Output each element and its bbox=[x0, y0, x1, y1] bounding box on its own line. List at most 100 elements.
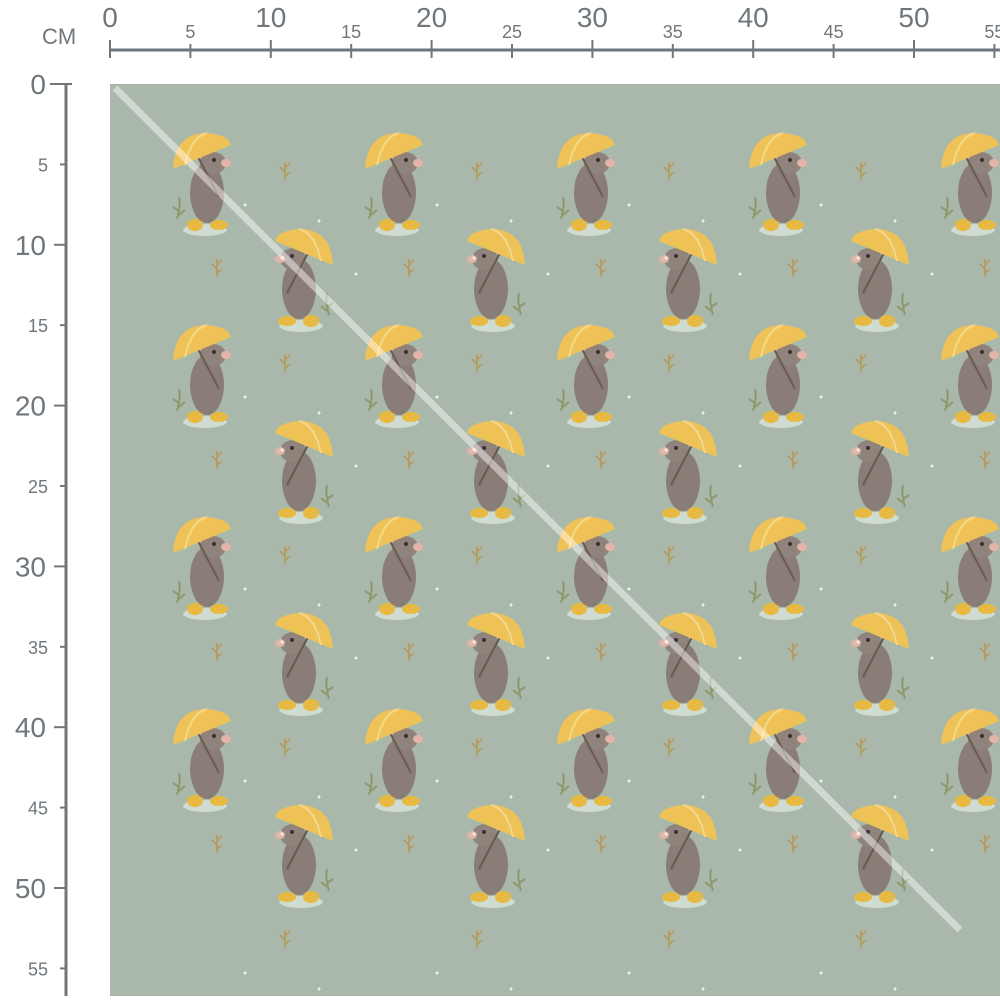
raindrop bbox=[354, 272, 358, 276]
raindrop bbox=[701, 987, 705, 991]
raindrop bbox=[509, 411, 513, 415]
leaf-icon bbox=[787, 642, 799, 662]
raindrop bbox=[627, 587, 631, 591]
raindrop bbox=[435, 203, 439, 207]
left-ruler-label: 50 bbox=[15, 873, 46, 904]
raindrop bbox=[627, 779, 631, 783]
left-ruler-label: 10 bbox=[15, 230, 46, 261]
raindrop bbox=[664, 256, 668, 260]
leaf-icon bbox=[471, 737, 483, 757]
raindrop bbox=[856, 256, 860, 260]
raindrop bbox=[472, 640, 476, 644]
leaf-icon bbox=[663, 929, 675, 949]
raindrop bbox=[627, 971, 631, 975]
raindrop bbox=[819, 395, 823, 399]
diagonal-guide-line bbox=[112, 85, 963, 933]
leaf-icon bbox=[855, 545, 867, 565]
leaf-icon bbox=[595, 258, 607, 278]
leaf-icon bbox=[663, 353, 675, 373]
top-ruler-label: 55 bbox=[984, 22, 1000, 42]
top-ruler-label: 35 bbox=[663, 22, 683, 42]
raindrop bbox=[509, 795, 513, 799]
leaf-icon bbox=[403, 642, 415, 662]
raindrop bbox=[856, 832, 860, 836]
mouse-umbrella-motif bbox=[659, 613, 717, 716]
leaf-icon bbox=[279, 161, 291, 181]
leaf-icon bbox=[595, 834, 607, 854]
top-ruler-label: 10 bbox=[255, 2, 286, 33]
mouse-umbrella-motif bbox=[364, 324, 424, 429]
leaf-icon bbox=[471, 161, 483, 181]
raindrop bbox=[664, 640, 668, 644]
mouse-umbrella-motif bbox=[364, 132, 424, 237]
mouse-umbrella-motif bbox=[172, 516, 232, 621]
raindrop bbox=[627, 395, 631, 399]
raindrop bbox=[856, 448, 860, 452]
left-ruler-label: 0 bbox=[30, 69, 46, 100]
leaf-icon bbox=[595, 450, 607, 470]
leaf-icon bbox=[979, 450, 991, 470]
leaf-icon bbox=[403, 258, 415, 278]
left-ruler-label: 25 bbox=[28, 477, 48, 497]
raindrop bbox=[664, 448, 668, 452]
leaf-icon bbox=[211, 258, 223, 278]
raindrop bbox=[435, 587, 439, 591]
raindrop bbox=[317, 603, 321, 607]
mouse-umbrella-motif bbox=[851, 613, 909, 716]
leaf-icon bbox=[787, 450, 799, 470]
raindrop bbox=[243, 779, 247, 783]
top-ruler-label: 45 bbox=[824, 22, 844, 42]
raindrop bbox=[546, 848, 550, 852]
raindrop bbox=[509, 987, 513, 991]
raindrop bbox=[317, 987, 321, 991]
raindrop bbox=[856, 640, 860, 644]
mouse-umbrella-motif bbox=[659, 805, 717, 908]
leaf-icon bbox=[787, 834, 799, 854]
raindrop bbox=[930, 464, 934, 468]
raindrop bbox=[738, 464, 742, 468]
mouse-umbrella-motif bbox=[275, 805, 333, 908]
raindrop bbox=[317, 411, 321, 415]
raindrop bbox=[546, 464, 550, 468]
raindrop bbox=[317, 219, 321, 223]
raindrop bbox=[243, 587, 247, 591]
raindrop bbox=[280, 448, 284, 452]
raindrop bbox=[509, 219, 513, 223]
mouse-umbrella-motif bbox=[659, 229, 717, 332]
mouse-umbrella-motif bbox=[556, 324, 616, 429]
leaf-icon bbox=[403, 834, 415, 854]
raindrop bbox=[435, 395, 439, 399]
leaf-icon bbox=[403, 450, 415, 470]
raindrop bbox=[738, 272, 742, 276]
mouse-umbrella-motif bbox=[467, 805, 525, 908]
mouse-umbrella-motif bbox=[940, 324, 1000, 429]
left-ruler-label: 55 bbox=[28, 959, 48, 979]
top-ruler-label: 50 bbox=[898, 2, 929, 33]
left-ruler-label: 15 bbox=[28, 316, 48, 336]
raindrop bbox=[893, 603, 897, 607]
leaf-icon bbox=[855, 161, 867, 181]
left-ruler-label: 40 bbox=[15, 712, 46, 743]
mouse-umbrella-motif bbox=[940, 516, 1000, 621]
leaf-icon bbox=[279, 737, 291, 757]
mouse-umbrella-motif bbox=[659, 421, 717, 524]
mouse-umbrella-motif bbox=[748, 516, 808, 621]
raindrop bbox=[243, 971, 247, 975]
mouse-umbrella-motif bbox=[556, 708, 616, 813]
mouse-umbrella-motif bbox=[172, 708, 232, 813]
raindrop bbox=[738, 848, 742, 852]
raindrop bbox=[893, 411, 897, 415]
raindrop bbox=[893, 219, 897, 223]
left-ruler-label: 5 bbox=[38, 155, 48, 175]
mouse-umbrella-motif bbox=[467, 613, 525, 716]
leaf-icon bbox=[471, 545, 483, 565]
raindrop bbox=[819, 779, 823, 783]
raindrop bbox=[893, 987, 897, 991]
top-ruler-label: 0 bbox=[102, 2, 118, 33]
raindrop bbox=[701, 603, 705, 607]
mouse-umbrella-motif bbox=[851, 229, 909, 332]
mouse-umbrella-motif bbox=[275, 613, 333, 716]
top-ruler-label: 15 bbox=[341, 22, 361, 42]
leaf-icon bbox=[979, 834, 991, 854]
